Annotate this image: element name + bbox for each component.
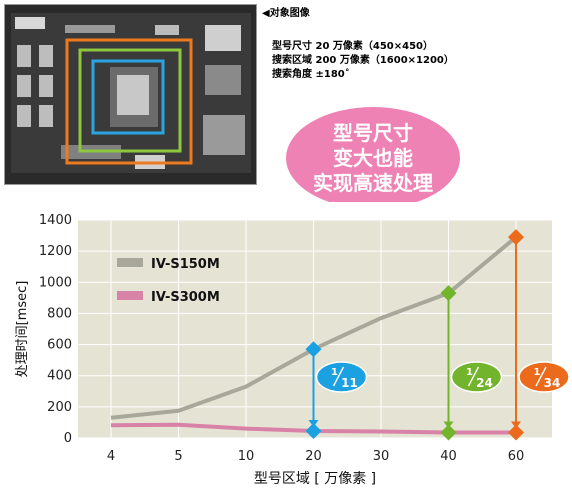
y-tick-label: 1000 (39, 275, 72, 290)
y-axis-label: 处理时间[msec] (15, 281, 30, 378)
y-tick-label: 800 (47, 306, 72, 321)
callout-bubble: 型号尺寸 变大也能 实现高速处理 (286, 107, 460, 209)
legend-swatch-iv-s150m (117, 258, 143, 267)
y-tick-label: 1400 (39, 213, 72, 228)
data-point-marker (440, 285, 457, 302)
badge-numerator: 1 (331, 367, 338, 378)
x-tick-label: 30 (373, 449, 390, 464)
reduction-badge-40: 124 (450, 361, 503, 393)
y-tick-label: 400 (47, 369, 72, 384)
badge-fraction-slash (535, 366, 547, 387)
x-tick-label: 40 (440, 449, 457, 464)
x-tick-label: 5 (174, 449, 182, 464)
data-point-marker (508, 229, 524, 246)
legend-label-iv-s300m: IV-S300M (151, 290, 220, 305)
callout-line-2: 变大也能 (333, 145, 413, 170)
badge-denominator: 24 (476, 376, 493, 390)
y-tick-label: 0 (64, 431, 72, 446)
circuit-board-picture (5, 5, 256, 184)
x-tick-label: 10 (238, 449, 255, 464)
plot-background (78, 220, 552, 438)
y-tick-labels: 0 200 400 600 800 1000 1200 1400 (39, 213, 72, 446)
legend-label-iv-s150m: IV-S150M (151, 257, 220, 272)
data-point-marker (440, 424, 457, 441)
badge-numerator: 1 (466, 367, 473, 378)
model-size-text: 型号尺寸 20 万像素（450×450） (272, 41, 434, 52)
data-point-marker (305, 422, 322, 439)
legend-swatch-iv-s300m (117, 291, 143, 300)
y-tick-label: 200 (47, 400, 72, 415)
reduction-badge-60: 134 (518, 361, 570, 393)
target-object-image (4, 4, 257, 185)
badge-ellipse (315, 361, 368, 393)
search-area-text: 搜索区域 200 万像素（1600×1200） (272, 55, 454, 66)
badge-ellipse (518, 361, 570, 393)
x-tick-label: 4 (107, 449, 115, 464)
x-tick-labels: 4 5 10 20 30 40 60 (107, 449, 524, 464)
badge-denominator: 34 (544, 376, 561, 390)
data-point-marker (508, 424, 524, 441)
callout-line-3: 实现高速处理 (313, 170, 433, 195)
chart-legend: IV-S150M IV-S300M (117, 257, 220, 305)
badge-fraction-slash (332, 366, 345, 387)
x-axis-label: 型号区域 [ 万像素 ] (254, 471, 376, 487)
badge-denominator: 11 (341, 376, 358, 390)
y-tick-label: 1200 (39, 244, 72, 259)
object-image-title: ◀对象图像 (262, 8, 310, 19)
callout-line-1: 型号尺寸 (333, 120, 413, 145)
y-tick-label: 600 (47, 338, 72, 353)
badge-fraction-slash (467, 366, 480, 387)
series-markers (305, 229, 524, 441)
data-point-marker (305, 341, 322, 358)
badge-ellipse (450, 361, 503, 393)
x-tick-label: 60 (508, 449, 525, 464)
badge-numerator: 1 (534, 367, 541, 378)
x-tick-label: 20 (305, 449, 322, 464)
processing-time-chart: 0 200 400 600 800 1000 1200 1400 4 5 10 20 30 40 60 I… (0, 202, 572, 493)
reduction-badge-20: 111 (315, 361, 368, 393)
search-angle-text: 搜索角度 ±180˚ (272, 69, 350, 80)
